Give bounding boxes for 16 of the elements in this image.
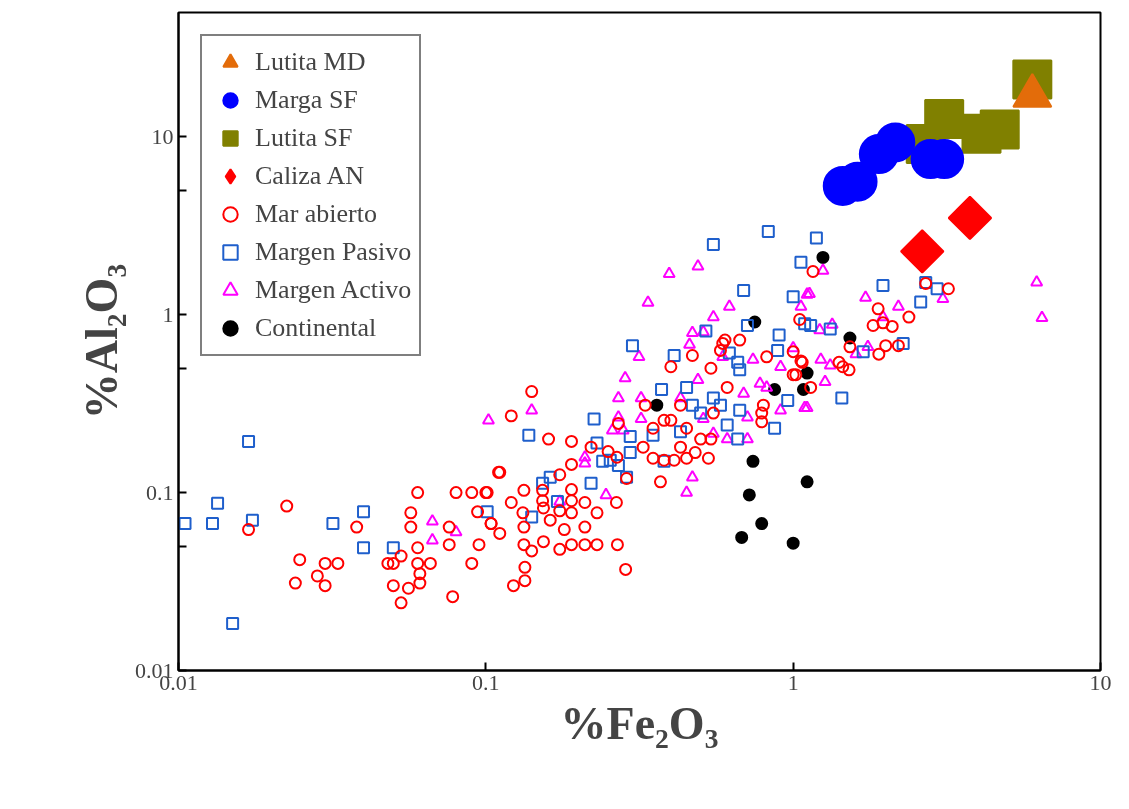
legend-label: Lutita MD — [255, 47, 366, 77]
legend-label: Margen Pasivo — [255, 237, 412, 267]
x-tick-label: 0.1 — [472, 669, 500, 695]
legend-label: Continental — [255, 313, 377, 343]
y-axis-title: %Al₂O₃ — [76, 263, 127, 420]
legend-label: Lutita SF — [255, 123, 353, 153]
legend-label: Marga SF — [255, 85, 358, 115]
y-tick-label: 0.1 — [146, 479, 174, 505]
y-tick-label: 1 — [162, 301, 174, 327]
legend-label: Caliza AN — [255, 161, 365, 191]
x-tick-label: 1 — [787, 669, 799, 695]
x-tick-label: 10 — [1089, 669, 1112, 695]
x-axis-title: %Fe₂O₃ — [560, 697, 719, 749]
y-tick-label: 10 — [151, 123, 174, 149]
legend-label: Mar abierto — [255, 199, 378, 229]
legend-label: Margen Activo — [255, 275, 412, 305]
